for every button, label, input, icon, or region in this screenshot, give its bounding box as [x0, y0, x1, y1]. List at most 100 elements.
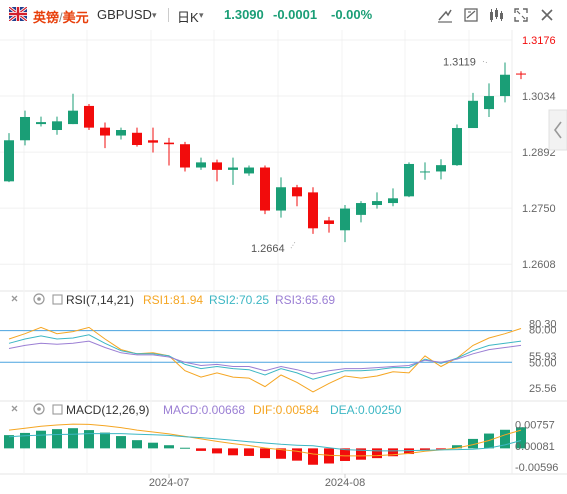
candle-body	[420, 171, 430, 173]
settings-icon	[33, 293, 45, 305]
candle	[260, 165, 270, 215]
candle-body	[36, 122, 46, 125]
macd-tick-label: 0.00757	[515, 420, 555, 432]
candle-body	[324, 220, 334, 224]
macd-histogram-bar	[260, 448, 270, 459]
indicator-box-icon	[52, 294, 63, 305]
price-annotations: 1.3119 1.2664	[251, 57, 488, 255]
rsi-legend-item: RSI3:65.69	[275, 293, 335, 307]
rsi-lines	[8, 326, 522, 393]
candle	[324, 216, 334, 233]
candle-body	[228, 167, 238, 170]
candle-body	[180, 144, 190, 168]
macd-histogram-bar	[244, 448, 254, 456]
macd-histogram-bar	[20, 432, 30, 449]
macd-histogram-bar	[500, 429, 510, 449]
candle	[420, 162, 430, 180]
pair-name[interactable]: 英镑/美元	[33, 7, 89, 26]
hide-indicator-icon	[11, 405, 18, 412]
macd-pane: MACD(12,26,9) MACD:0.00668 DIF:0.00584 DEA:…	[4, 403, 558, 474]
macd-histogram-bar	[4, 435, 14, 449]
macd-histogram-bar	[68, 428, 78, 449]
price-tick-label: 1.3034	[522, 91, 556, 103]
price-change-pct: -0.00%	[331, 7, 373, 22]
macd-histogram-bar	[132, 440, 142, 449]
candle-body	[276, 187, 286, 211]
pair-name-right: 美元	[62, 10, 89, 25]
candle	[116, 127, 126, 140]
collapse-panel-handle[interactable]	[548, 109, 567, 151]
macd-histogram-bar	[436, 448, 446, 450]
candle	[500, 62, 510, 103]
macd-histogram-bar	[148, 442, 158, 449]
macd-histogram-bar	[36, 430, 46, 449]
candle-body	[468, 100, 478, 129]
macd-tick-label: 0.00081	[515, 441, 555, 453]
macd-histogram-bar	[372, 448, 382, 459]
macd-histogram-bar	[356, 448, 366, 460]
candle	[36, 116, 46, 127]
candle-body	[116, 130, 126, 136]
macd-axis: 0.00757 0.00081 -0.00596	[515, 420, 558, 475]
macd-legend-item: DEA:0.00250	[330, 403, 402, 417]
macd-histogram-bar	[420, 448, 430, 451]
drawing-tools-icon[interactable]	[487, 6, 505, 24]
candle	[4, 133, 14, 183]
candle	[180, 141, 190, 172]
candle	[100, 122, 110, 149]
price-tick-label: 1.2750	[522, 203, 556, 215]
candle-body	[452, 128, 462, 166]
macd-histogram-bar	[324, 448, 334, 464]
rsi-tick-label: 80.00	[529, 325, 557, 337]
fullscreen-icon[interactable]	[512, 6, 530, 24]
candle-body	[260, 167, 270, 211]
macd-histogram-bar	[52, 429, 62, 449]
candle-body	[404, 163, 414, 197]
candle-body	[516, 73, 526, 75]
candle	[372, 192, 382, 209]
rsi-pane: RSI(7,14,21) RSI1:81.94 RSI2:70.25 RSI3:65.…	[8, 293, 557, 395]
macd-histogram-bar	[484, 433, 494, 449]
close-icon[interactable]	[538, 6, 556, 24]
candle	[68, 93, 78, 125]
pair-separator: /	[59, 10, 63, 25]
draw-line-icon[interactable]	[436, 6, 454, 24]
macd-histogram-bar	[404, 448, 414, 455]
macd-histogram-bar	[292, 448, 302, 461]
candle-body	[164, 142, 174, 145]
macd-histogram	[4, 427, 526, 465]
candles-group	[4, 62, 526, 243]
rsi-legend-item: RSI1:81.94	[143, 293, 203, 307]
candle-body	[196, 162, 206, 168]
chart-grid	[0, 30, 567, 475]
rsi-legend: RSI(7,14,21) RSI1:81.94 RSI2:70.25 RSI3:65.…	[11, 293, 335, 307]
macd-legend-item: MACD:0.00668	[163, 403, 245, 417]
chevron-left-icon[interactable]	[554, 121, 562, 139]
candle	[228, 157, 238, 185]
rsi-tick-label: 80.30	[529, 318, 557, 330]
candle-body	[500, 74, 510, 97]
rsi-legend-item: RSI2:70.25	[209, 293, 269, 307]
candle-body	[388, 198, 398, 204]
indicator-icon[interactable]	[462, 6, 480, 24]
settings-icon-center	[37, 297, 41, 301]
macd-label: MACD(12,26,9)	[66, 403, 149, 417]
period-selector[interactable]: 日K	[177, 10, 199, 25]
pair-dropdown-icon[interactable]: ▾	[152, 10, 157, 20]
period-dropdown-icon[interactable]: ▾	[199, 10, 204, 20]
hide-indicator-icon	[11, 295, 18, 302]
candle-body	[132, 132, 142, 146]
candle	[84, 103, 94, 131]
macd-histogram-bar	[516, 427, 526, 449]
candle	[52, 116, 62, 135]
macd-histogram-bar	[308, 448, 318, 465]
settings-icon-center	[37, 407, 41, 411]
candle	[148, 127, 158, 153]
macd-legend: MACD(12,26,9) MACD:0.00668 DIF:0.00584 DEA:…	[11, 403, 402, 417]
pair-name-left: 英镑	[33, 10, 60, 25]
pair-code[interactable]: GBPUSD	[97, 7, 152, 22]
price-extreme-leader	[290, 241, 296, 249]
